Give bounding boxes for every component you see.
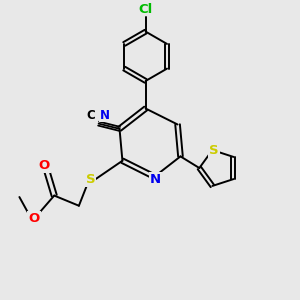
Text: C: C — [86, 109, 95, 122]
Text: O: O — [38, 159, 50, 172]
Text: N: N — [100, 109, 110, 122]
Text: Cl: Cl — [139, 3, 153, 16]
Text: S: S — [86, 173, 95, 186]
Text: S: S — [209, 144, 219, 157]
Text: N: N — [150, 173, 161, 186]
Text: O: O — [28, 212, 40, 225]
